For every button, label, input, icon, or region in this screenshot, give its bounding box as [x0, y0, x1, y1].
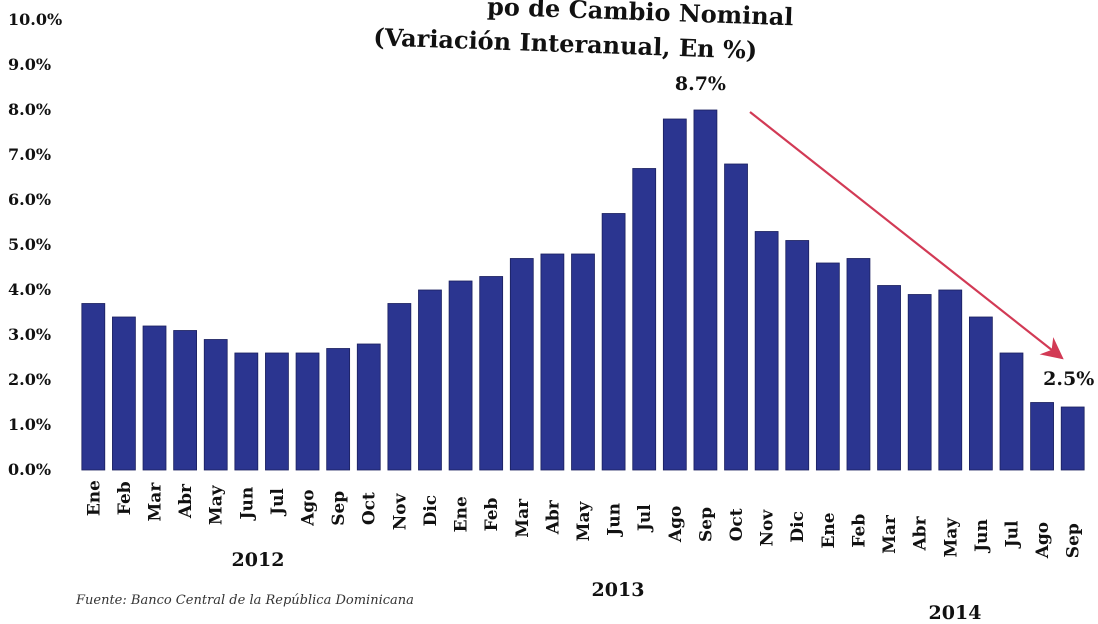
- bar: [449, 281, 472, 470]
- category-label: Mar: [146, 482, 166, 522]
- category-label: Feb: [115, 481, 135, 515]
- bar: [82, 304, 105, 471]
- y-tick-label: 8.0%: [8, 100, 51, 119]
- year-label: 2013: [592, 579, 645, 601]
- bar: [296, 353, 319, 470]
- category-label: Abr: [176, 483, 196, 519]
- bar: [112, 317, 135, 470]
- category-label: Nov: [390, 492, 410, 530]
- bar: [265, 353, 288, 470]
- bar: [357, 344, 380, 470]
- category-label: Mar: [513, 498, 533, 538]
- y-axis: 0.0% 1.0% 2.0% 3.0% 4.0% 5.0% 6.0% 7.0% 8.0% 9.0%…: [8, 10, 62, 479]
- category-label: Mar: [880, 514, 900, 554]
- category-label: Jul: [635, 504, 655, 533]
- bar: [663, 119, 686, 470]
- bar: [633, 169, 656, 471]
- bar: [602, 214, 625, 471]
- y-tick-label: 7.0%: [8, 145, 51, 164]
- title-group: po de Cambio Nominal (Variación Interanu…: [373, 0, 794, 65]
- y-tick-label: 10.0%: [8, 10, 62, 29]
- y-tick-label: 1.0%: [8, 415, 51, 434]
- bar: [1031, 403, 1054, 471]
- bar: [204, 340, 227, 471]
- category-labels-group: Ene Feb Mar Abr May Jun Jul Ago Sep Oct Nov Dic Ene F…: [84, 480, 1083, 559]
- year-label: 2012: [232, 549, 285, 571]
- bar: [174, 331, 197, 471]
- category-label: Feb: [482, 497, 502, 531]
- bar: [755, 232, 778, 471]
- y-tick-label: 9.0%: [8, 55, 51, 74]
- category-label: Ene: [84, 480, 104, 516]
- annotation-label: 2.5%: [1043, 368, 1094, 390]
- bar: [969, 317, 992, 470]
- y-tick-label: 0.0%: [8, 460, 51, 479]
- y-tick-label: 4.0%: [8, 280, 51, 299]
- category-label: Oct: [727, 508, 747, 541]
- category-label: Jun: [237, 487, 257, 522]
- category-label: Abr: [543, 499, 563, 535]
- source-note: Fuente: Banco Central de la República Do…: [75, 593, 414, 608]
- category-label: Ago: [299, 489, 319, 526]
- category-label: Oct: [360, 492, 380, 525]
- y-tick-label: 3.0%: [8, 325, 51, 344]
- category-label: Dic: [421, 495, 441, 527]
- category-label: Ene: [819, 512, 839, 548]
- bar: [694, 110, 717, 470]
- category-label: Jun: [972, 519, 992, 554]
- year-labels-group: 2012 2013 2014: [232, 549, 982, 624]
- year-label: 2014: [929, 602, 982, 624]
- chart-title-partial: po de Cambio Nominal: [487, 0, 794, 31]
- category-label: Jun: [605, 503, 625, 538]
- category-label: Jul: [268, 488, 288, 517]
- bar: [572, 254, 595, 470]
- bar: [510, 259, 533, 471]
- category-label: Jul: [1002, 520, 1022, 549]
- bar: [908, 295, 931, 471]
- category-label: May: [941, 517, 961, 558]
- bar: [327, 349, 350, 471]
- category-label: Nov: [758, 509, 778, 547]
- bar: [418, 290, 441, 470]
- bars-group: [82, 110, 1084, 470]
- category-label: May: [207, 484, 227, 525]
- category-label: Sep: [329, 491, 349, 526]
- y-tick-label: 2.0%: [8, 370, 51, 389]
- bar: [816, 263, 839, 470]
- bar: [541, 254, 564, 470]
- category-label: Ene: [452, 496, 472, 532]
- category-label: Feb: [849, 514, 869, 548]
- category-label: Dic: [788, 511, 808, 543]
- bar: [939, 290, 962, 470]
- bar: [1061, 407, 1084, 470]
- bar: [143, 326, 166, 470]
- bar: [786, 241, 809, 471]
- y-tick-label: 6.0%: [8, 190, 51, 209]
- bar: [480, 277, 503, 471]
- bar: [1000, 353, 1023, 470]
- category-label: Ago: [666, 506, 686, 543]
- chart-title: (Variación Interanual, En %): [373, 22, 758, 64]
- bar: [235, 353, 258, 470]
- category-label: Sep: [1064, 523, 1084, 558]
- bar: [725, 164, 748, 470]
- bar: [847, 259, 870, 471]
- bar: [388, 304, 411, 471]
- category-label: Sep: [696, 507, 716, 542]
- category-label: Abr: [911, 515, 931, 551]
- category-label: Ago: [1033, 522, 1053, 559]
- category-label: May: [574, 500, 594, 541]
- y-tick-label: 5.0%: [8, 235, 51, 254]
- bar: [878, 286, 901, 471]
- annotation-label: 8.7%: [675, 73, 726, 95]
